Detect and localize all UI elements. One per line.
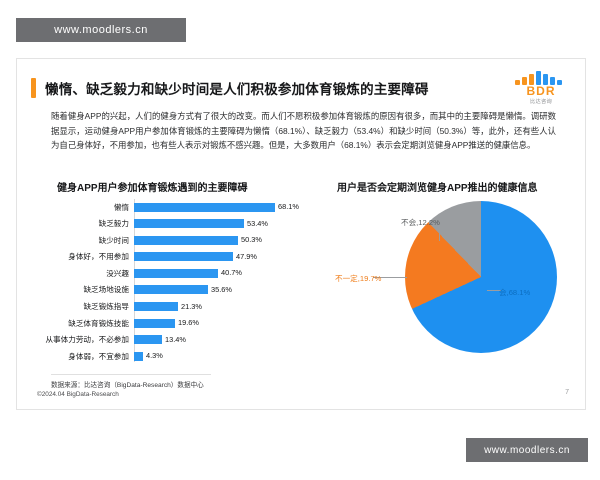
bar-value-label: 40.7% [221,268,242,278]
data-source-note: 数据来源：比达咨询（BigData-Research）数据中心 [51,374,211,389]
bar-category-label: 缺乏锻炼指导 [83,302,129,312]
bar-category-label: 缺少时间 [98,235,129,245]
bar-category-label: 身体好，不用参加 [68,252,129,262]
slide-title-row: 懒惰、缺乏毅力和缺少时间是人们积极参加体育锻炼的主要障碍 [31,75,573,101]
bar-row: 身体好，不用参加 47.9% [37,249,307,265]
watermark-bottom-text: www.moodlers.cn [484,444,570,456]
bar-row: 身体弱，不宜参加 4.3% [37,348,307,364]
pie-leader-blue [487,290,501,291]
bar-row: 懒惰 68.1% [37,199,307,215]
page-number: 7 [565,389,569,396]
content-card: 懒惰、缺乏毅力和缺少时间是人们积极参加体育锻炼的主要障碍 BDR 比达咨询 随着… [16,58,586,410]
bar-fill [134,235,238,245]
copyright-note: ©2024.04 BigData-Research [37,391,119,398]
bar-row: 缺乏体育锻炼技能 19.6% [37,315,307,331]
bar-fill [134,219,244,229]
bar-track: 35.6% [134,282,307,298]
bar-fill [134,351,143,361]
pie-slice-label-no: 不会,12.2% [401,218,440,227]
bar-category-label: 缺乏体育锻炼技能 [68,318,129,328]
bar-fill [134,268,218,278]
watermark-top-text: www.moodlers.cn [54,24,148,36]
bar-track: 4.3% [134,348,307,364]
bar-track: 21.3% [134,299,307,315]
bar-fill [134,202,275,212]
bar-fill [134,285,208,295]
bar-row: 没兴趣 40.7% [37,265,307,281]
bar-fill [134,252,233,262]
bar-axis-line [134,199,135,362]
pie-chart: 会,68.1% 不一定,19.7% 不会,12.2% [317,195,582,365]
bar-track: 40.7% [134,265,307,281]
bar-track: 13.4% [134,332,307,348]
bar-category-label: 缺乏场地设施 [83,285,129,295]
bar-row: 缺少时间 50.3% [37,232,307,248]
bar-value-label: 19.6% [178,318,199,328]
logo-bars-icon [514,69,568,85]
bar-value-label: 35.6% [211,284,232,294]
bar-row: 缺乏场地设施 35.6% [37,282,307,298]
bar-fill [134,302,178,312]
pie-leader-orange [373,277,407,278]
bar-chart: 懒惰 68.1% 缺乏毅力 53.4% 缺少时间 50.3% [37,199,307,364]
pie-circle [405,201,557,353]
watermark-top: www.moodlers.cn [16,18,186,42]
bar-category-label: 缺乏毅力 [98,219,129,229]
bar-row: 缺乏毅力 53.4% [37,216,307,232]
bar-value-label: 50.3% [241,235,262,245]
bar-category-label: 身体弱，不宜参加 [68,351,129,361]
pie-slice-label-maybe: 不一定,19.7% [335,274,382,283]
logo-subtext: 比达咨询 [530,99,552,105]
bar-category-label: 从事体力劳动，不必参加 [45,335,129,345]
title-accent-bar [31,78,36,98]
body-paragraph: 随着健身APP的兴起，人们的健身方式有了很大的改变。而人们不愿积极参加体育锻炼的… [51,111,556,150]
bar-row: 从事体力劳动，不必参加 13.4% [37,332,307,348]
bar-fill [134,318,175,328]
bar-track: 68.1% [134,199,307,215]
bdr-logo: BDR 比达咨询 [511,69,571,111]
bar-value-label: 68.1% [278,202,299,211]
bar-fill [134,335,162,345]
bar-track: 47.9% [134,249,307,265]
bar-category-label: 懒惰 [113,202,129,212]
pie-slice-label-yes: 会,68.1% [499,288,531,297]
bar-value-label: 21.3% [181,301,202,311]
bar-value-label: 4.3% [146,351,163,361]
bar-category-label: 没兴趣 [106,268,129,278]
bar-track: 19.6% [134,315,307,331]
bar-value-label: 13.4% [165,334,186,344]
pie-chart-title: 用户是否会定期浏览健身APP推出的健康信息 [337,183,538,194]
watermark-bottom: www.moodlers.cn [466,438,588,462]
bar-track: 53.4% [134,216,307,232]
page-title: 懒惰、缺乏毅力和缺少时间是人们积极参加体育锻炼的主要障碍 [45,82,429,97]
bar-chart-title: 健身APP用户参加体育锻炼遇到的主要障碍 [57,183,248,194]
bar-track: 50.3% [134,232,307,248]
bar-value-label: 47.9% [236,251,257,261]
bar-value-label: 53.4% [247,218,268,228]
pie-leader-grey [439,225,440,241]
bar-row: 缺乏锻炼指导 21.3% [37,299,307,315]
logo-text: BDR [526,84,556,98]
